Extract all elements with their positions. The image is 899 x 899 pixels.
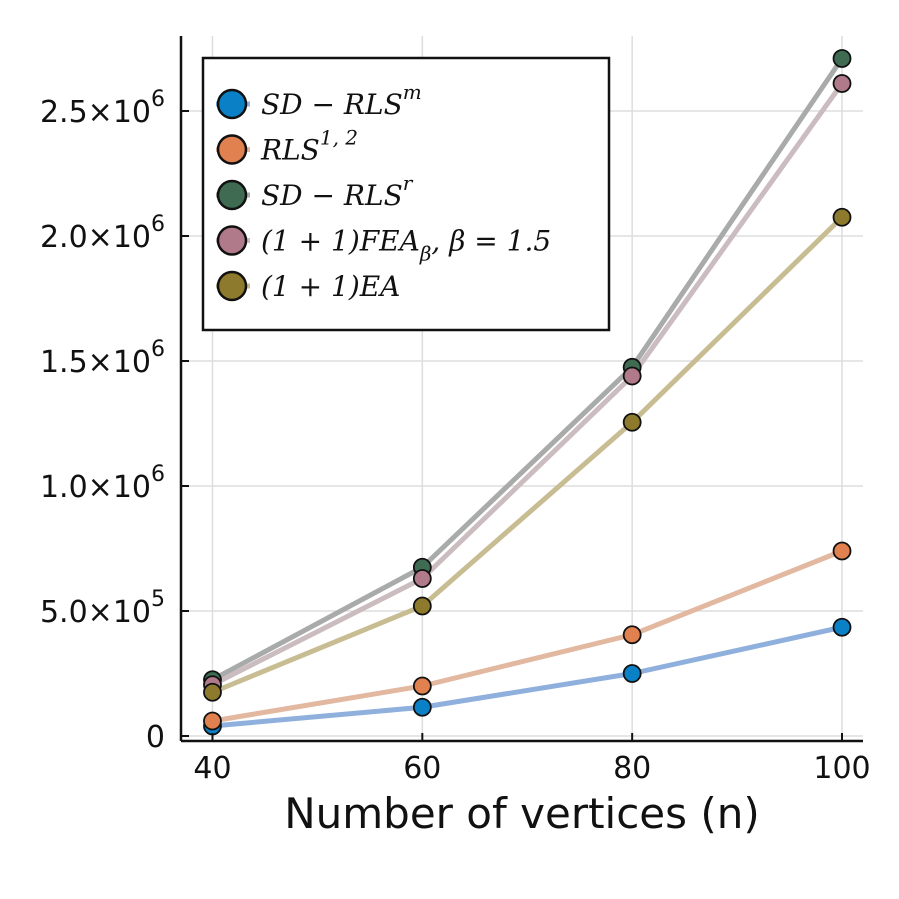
series-lines [209,56,845,729]
series-4-point-3 [832,207,852,227]
y-tick-label: 1.0×106 [40,462,165,505]
legend-marker-1 [216,134,248,165]
y-tick-label: 2.5×106 [40,87,165,130]
legend-item-0: SD − RLSm [216,80,422,121]
y-tick-label: 0 [146,720,165,755]
series-3-point-1 [412,569,432,588]
x-tick-label: 100 [813,751,870,786]
y-tick-label: 1.5×106 [40,337,165,380]
legend-marker-3 [216,225,248,256]
x-tick-label: 60 [403,751,441,786]
legend-marker-4 [216,270,248,302]
series-3-point-3 [832,74,852,93]
legend-label-0: SD − RLSm [261,80,422,121]
legend-label-3: (1 + 1)FEAβ, β = 1.5 [261,225,551,266]
x-tick-label: 40 [193,751,231,786]
series-line-3 [209,81,845,688]
series-line-2 [209,56,845,683]
x-axis-title: Number of vertices (n) [284,789,760,838]
series-1-point-3 [832,541,852,561]
series-4-point-1 [412,596,432,616]
y-tick-label: 2.0×106 [40,212,165,255]
series-line-1 [209,548,845,724]
series-line-0 [209,624,845,729]
legend: SD − RLSm RLS1, 2SD − RLSr (1 + 1)FEAβ, β … [201,56,611,332]
series-1-point-2 [622,625,642,645]
legend-label-4: (1 + 1)EA [261,270,400,303]
axes [179,36,863,743]
legend-item-3: (1 + 1)FEAβ, β = 1.5 [216,225,551,266]
series-4-point-0 [203,682,222,702]
legend-label-1: RLS1, 2 [260,126,358,167]
legend-item-1: RLS1, 2 [216,126,358,167]
legend-label-2: SD − RLSr [261,171,414,212]
series-markers [203,49,852,736]
x-tick-label: 80 [613,751,651,786]
series-2-point-3 [832,49,852,68]
series-4-point-2 [622,412,642,432]
series-line-4 [209,214,845,695]
y-tick-label: 5.0×105 [40,587,165,630]
legend-item-2: SD − RLSr [216,171,414,212]
series-0-point-3 [832,617,852,637]
series-0-point-1 [412,697,432,717]
x-ticks: 40 60 80 100 [193,733,871,786]
legend-marker-0 [216,88,248,120]
legend-box [201,56,611,332]
series-3-point-2 [622,366,642,386]
series-1-point-0 [203,711,222,731]
series-1-point-1 [412,676,432,696]
legend-marker-2 [216,179,248,211]
y-ticks: 0 5.0×105 1.0×106 1.5×106 2.0×106 2.5×106 [40,87,189,755]
legend-item-4: (1 + 1)EA [216,270,400,303]
series-0-point-2 [622,664,642,683]
